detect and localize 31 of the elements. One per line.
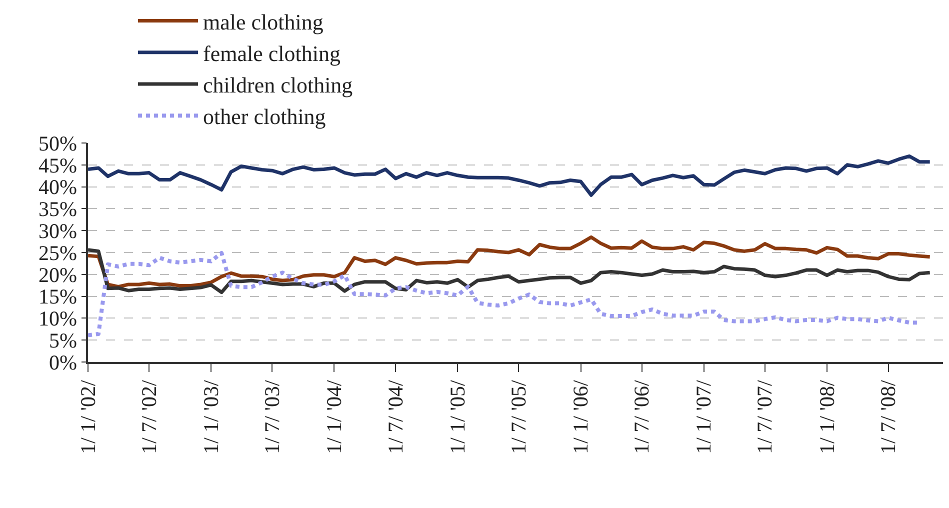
x-tick-label: 1/ 7/ '08/ (876, 380, 900, 454)
x-tick-label: 1/ 1/ '07/ (692, 380, 716, 454)
y-tick-label: 5% (49, 328, 78, 352)
line-series (88, 235, 932, 288)
x-tick-label: 1/ 7/ '04/ (383, 380, 408, 454)
y-tick-label: 35% (38, 197, 78, 222)
y-tick-label: 50% (38, 131, 78, 156)
x-tick-label: 1/ 1/ '05/ (445, 380, 470, 454)
x-tick-label: 1/ 7/ '03/ (260, 380, 284, 454)
y-tick-label: 10% (38, 306, 78, 331)
x-tick-label: 1/ 1/ '06/ (568, 380, 593, 454)
y-tick-label: 15% (38, 284, 78, 309)
legend-label: male clothing (203, 9, 324, 34)
y-tick-label: 25% (38, 240, 78, 265)
legend-label: other clothing (203, 104, 326, 130)
legend-label: female clothing (203, 40, 340, 66)
x-tick-label: 1/ 1/ '03/ (198, 380, 223, 454)
y-tick-label: 30% (38, 218, 78, 243)
y-tick-label: 40% (38, 175, 78, 200)
y-tick-label: 0% (49, 350, 78, 374)
x-tick-label: 1/ 1/ '02/ (76, 380, 100, 454)
y-tick-label: 45% (38, 153, 78, 178)
x-tick-label: 1/ 1/ '08/ (814, 380, 839, 454)
x-tick-label: 1/ 1/ '04/ (322, 380, 346, 454)
x-tick-label: 1/ 7/ '06/ (630, 380, 654, 454)
line-series (88, 154, 932, 197)
x-tick-label: 1/ 7/ '02/ (136, 380, 161, 454)
x-tick-label: 1/ 7/ '07/ (752, 380, 777, 454)
x-tick-label: 1/ 7/ '05/ (506, 380, 531, 454)
y-tick-label: 20% (38, 262, 78, 287)
legend-label: children clothing (203, 72, 353, 98)
